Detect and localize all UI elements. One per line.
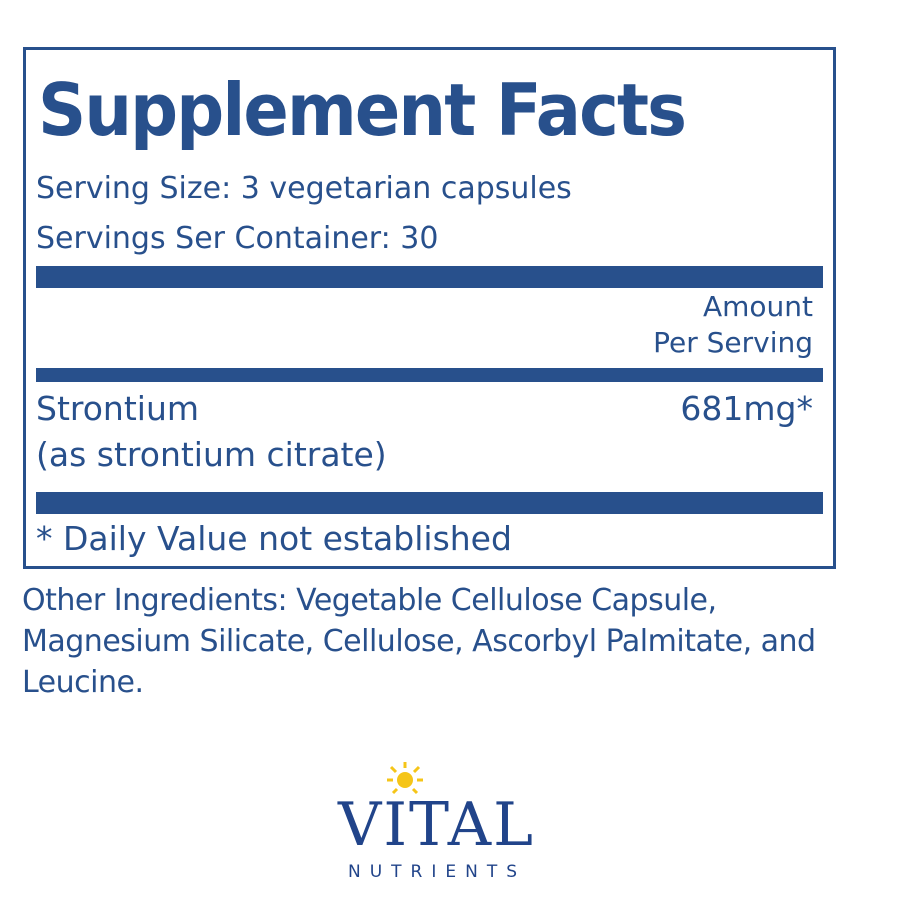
panel-title: Supplement Facts — [38, 68, 687, 152]
supplement-facts-panel: Supplement Facts Serving Size: 3 vegetar… — [23, 47, 836, 569]
amount-header-line2: Per Serving — [653, 326, 813, 359]
sun-icon — [387, 762, 423, 795]
amount-header-line1: Amount — [702, 290, 813, 323]
divider-medium — [36, 368, 823, 382]
ingredient-form: (as strontium citrate) — [36, 435, 387, 474]
vital-nutrients-logo: VITAL NUTRIENTS — [330, 760, 570, 890]
serving-size: Serving Size: 3 vegetarian capsules — [36, 171, 572, 206]
other-ingredients: Other Ingredients: Vegetable Cellulose C… — [22, 583, 816, 700]
logo-wordmark: VITAL — [338, 790, 535, 860]
ingredient-name: Strontium — [36, 389, 200, 428]
ingredient-amount: 681mg* — [680, 389, 813, 428]
logo-subtitle: NUTRIENTS — [348, 862, 527, 882]
divider-thick — [36, 266, 823, 288]
divider-thick-bottom — [36, 492, 823, 514]
servings-per-container: Servings Ser Container: 30 — [36, 221, 439, 256]
footnote: * Daily Value not established — [36, 519, 512, 558]
